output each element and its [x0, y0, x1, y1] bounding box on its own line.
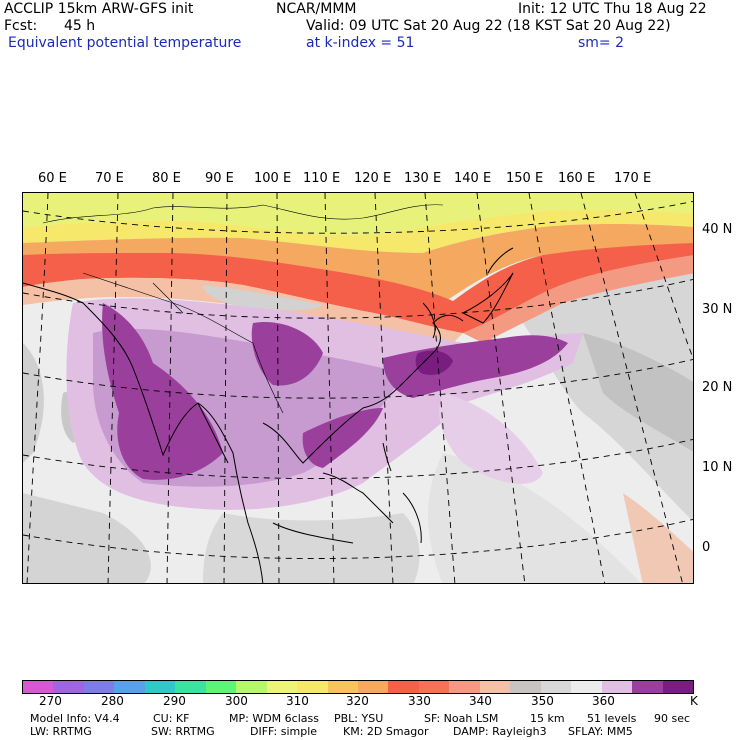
colorbar-unit: K: [690, 694, 698, 708]
cumulus-scheme: CU: KF: [153, 712, 190, 725]
surface-scheme: SF: Noah LSM: [424, 712, 499, 725]
longitude-label: 80 E: [152, 171, 181, 186]
level-index: at k-index = 51: [306, 35, 415, 51]
organization-label: NCAR/MMM: [276, 1, 357, 17]
colorbar-swatch: [175, 681, 206, 693]
colorbar: [22, 680, 694, 694]
colorbar-swatch: [357, 681, 389, 693]
km-scheme: KM: 2D Smagor: [343, 725, 429, 738]
longitude-label: 100 E: [254, 171, 292, 186]
purple-core: [302, 408, 383, 468]
colorbar-label: 280: [101, 694, 124, 708]
vertical-levels: 51 levels: [587, 712, 637, 725]
longitude-label: 60 E: [38, 171, 67, 186]
purple-core: [102, 303, 223, 480]
latitude-label: 40 N: [702, 222, 733, 237]
forecast-label: Fcst:: [4, 18, 38, 34]
colorbar-swatch: [571, 681, 602, 693]
dark-purple-core: [415, 350, 453, 375]
shortwave-scheme: SW: RRTMG: [151, 725, 215, 738]
colorbar-swatch: [327, 681, 358, 693]
yellow-band: [23, 209, 693, 253]
longitude-label: 170 E: [614, 171, 652, 186]
theta-e-map: [22, 192, 694, 584]
longitude-label: 120 E: [354, 171, 392, 186]
variable-name: Equivalent potential temperature: [8, 35, 242, 51]
longitude-label: 140 E: [454, 171, 492, 186]
model-title: ACCLIP 15km ARW-GFS init: [4, 1, 194, 17]
colorbar-swatch: [632, 681, 663, 693]
colorbar-swatch: [266, 681, 298, 693]
longitude-label: 150 E: [506, 171, 544, 186]
colorbar-swatch: [83, 681, 115, 693]
model-version: Model Info: V4.4: [30, 712, 120, 725]
colorbar-label: 290: [163, 694, 186, 708]
colorbar-label: 330: [408, 694, 431, 708]
colorbar-swatch: [662, 681, 693, 693]
longitude-label: 90 E: [205, 171, 234, 186]
colorbar-swatch: [510, 681, 541, 693]
smoothing-value: sm= 2: [578, 35, 625, 51]
colorbar-label: 320: [346, 694, 369, 708]
colorbar-swatch: [297, 681, 328, 693]
colorbar-label: 360: [592, 694, 615, 708]
gray-shading: [203, 285, 323, 311]
colorbar-label: 300: [225, 694, 248, 708]
colorbar-label: 270: [39, 694, 62, 708]
colorbar-swatch: [205, 681, 237, 693]
damping-scheme: DAMP: Rayleigh3: [453, 725, 547, 738]
yellow-green-band: [23, 193, 693, 236]
time-step: 90 sec: [654, 712, 691, 725]
gray-shading: [503, 253, 693, 522]
gray-shading: [203, 513, 420, 583]
colorbar-swatch: [540, 681, 572, 693]
latitude-label: 30 N: [702, 302, 733, 317]
longwave-scheme: LW: RRTMG: [30, 725, 92, 738]
graticule: [23, 193, 693, 583]
colorbar-swatch: [23, 681, 54, 693]
colorbar-label: 310: [286, 694, 309, 708]
purple-core: [251, 322, 323, 386]
latitude-label: 20 N: [702, 380, 733, 395]
salmon-band: [463, 255, 693, 343]
colorbar-swatch: [601, 681, 633, 693]
country-borders: [42, 204, 444, 414]
gray-shading: [23, 493, 151, 583]
orange-band: [23, 224, 693, 303]
red-band: [23, 243, 693, 333]
colorbar-label: 340: [469, 694, 492, 708]
diffusion-scheme: DIFF: simple: [250, 725, 318, 738]
surface-layer-scheme: SFLAY: MM5: [568, 725, 633, 738]
colorbar-swatch: [449, 681, 480, 693]
longitude-label: 70 E: [95, 171, 124, 186]
gray-shading: [583, 333, 693, 452]
grid-spacing: 15 km: [530, 712, 565, 725]
microphysics-scheme: MP: WDM 6class: [229, 712, 319, 725]
coastlines: [23, 247, 514, 583]
pbl-scheme: PBL: YSU: [334, 712, 384, 725]
longitude-label: 130 E: [404, 171, 442, 186]
forecast-hour: 45 h: [64, 18, 96, 34]
colorbar-swatch: [418, 681, 450, 693]
salmon-shading: [623, 493, 693, 583]
valid-time: Valid: 09 UTC Sat 20 Aug 22 (18 KST Sat …: [306, 18, 671, 34]
light-salmon-band: [23, 277, 463, 343]
light-gray-shading: [428, 453, 642, 583]
init-time: Init: 12 UTC Thu 18 Aug 22: [518, 1, 707, 17]
colorbar-swatch: [53, 681, 84, 693]
longitude-label: 160 E: [558, 171, 596, 186]
map-canvas: [23, 193, 693, 583]
latitude-label: 0: [702, 540, 711, 555]
latitude-label: 10 N: [702, 460, 733, 475]
colorbar-label: 350: [531, 694, 554, 708]
colorbar-swatch: [144, 681, 176, 693]
colorbar-swatch: [388, 681, 419, 693]
longitude-label: 110 E: [303, 171, 341, 186]
colorbar-swatch: [479, 681, 511, 693]
light-lilac-region: [439, 393, 543, 484]
colorbar-swatch: [114, 681, 145, 693]
colorbar-swatch: [236, 681, 267, 693]
